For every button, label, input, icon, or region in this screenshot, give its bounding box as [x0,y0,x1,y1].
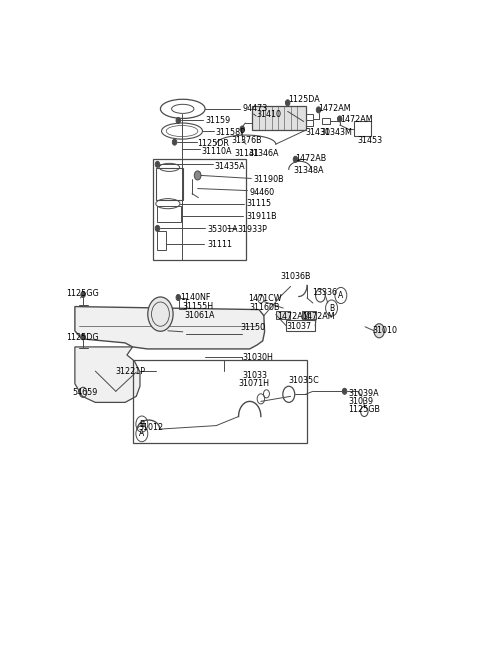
Text: 31030H: 31030H [242,352,273,362]
Bar [306,114,312,126]
Text: 1472AM: 1472AM [302,312,335,321]
Text: 31430: 31430 [305,128,331,137]
Circle shape [155,225,160,231]
Text: 35301A: 35301A [207,225,238,234]
Text: 1125DG: 1125DG [66,333,99,342]
Circle shape [240,126,244,132]
Text: 31115: 31115 [246,199,271,208]
PathPatch shape [75,347,140,402]
Text: 31160B: 31160B [250,303,280,312]
Text: 31343M: 31343M [321,128,352,137]
Text: 1125DA: 1125DA [288,95,319,104]
Text: 54659: 54659 [72,388,97,397]
Bar [286,320,315,331]
Text: 31012: 31012 [138,423,163,432]
Text: 13336: 13336 [312,288,337,297]
Text: 31010: 31010 [372,326,397,335]
Text: 1472AB: 1472AB [296,154,327,163]
Bar [153,159,246,260]
Bar [252,106,306,130]
Circle shape [148,297,173,331]
Circle shape [172,139,177,145]
Text: 31039: 31039 [348,397,373,406]
Text: 31155H: 31155H [183,301,214,310]
Text: 31348A: 31348A [294,166,324,176]
Text: 31933P: 31933P [238,225,268,234]
Text: 31061A: 31061A [185,311,215,320]
Circle shape [286,100,290,106]
Circle shape [155,161,160,168]
Text: 31035C: 31035C [289,376,320,384]
Bar [354,121,371,136]
Text: 31346A: 31346A [248,149,279,158]
Circle shape [194,171,201,180]
Text: 31033: 31033 [242,371,267,380]
Text: 31435A: 31435A [215,162,245,171]
Text: A: A [139,429,144,438]
Text: 1472AM: 1472AM [340,115,372,124]
Circle shape [176,117,180,124]
Bar [156,168,183,200]
Text: 31410: 31410 [256,110,281,119]
Bar [322,118,330,124]
Bar [179,298,186,309]
Circle shape [342,388,347,394]
Text: 31911B: 31911B [246,212,276,221]
Text: 1471CW: 1471CW [248,294,282,303]
Bar [302,310,316,319]
Circle shape [374,324,384,338]
Text: 31453: 31453 [358,136,383,145]
Text: 31071H: 31071H [239,379,270,388]
Text: 31221P: 31221P [115,367,145,375]
Text: 1472AM: 1472AM [277,312,310,321]
Text: 31111: 31111 [207,240,232,248]
Circle shape [176,295,180,301]
Bar [132,360,307,443]
Circle shape [293,157,298,162]
Circle shape [316,107,321,113]
Text: 94460: 94460 [250,187,275,196]
Text: 1140NF: 1140NF [180,293,210,302]
Text: 31037: 31037 [287,322,312,331]
Text: 31141: 31141 [235,149,260,158]
Text: 1125GG: 1125GG [66,290,99,299]
Text: 31039A: 31039A [348,389,379,398]
Text: 31158P: 31158P [216,128,245,137]
Text: B: B [329,303,334,312]
Text: 31110A: 31110A [202,147,232,156]
Text: B: B [139,420,144,428]
Text: 1125GB: 1125GB [348,405,380,415]
Bar [156,206,181,222]
Text: 94473: 94473 [242,104,267,113]
Text: A: A [338,291,344,300]
Circle shape [337,116,342,122]
Bar [157,231,166,250]
Circle shape [81,291,85,297]
Text: 31376B: 31376B [231,136,262,145]
Text: 1472AM: 1472AM [319,104,351,113]
Text: 31150: 31150 [240,324,265,332]
Text: 31036B: 31036B [281,272,311,281]
Text: 1125DR: 1125DR [198,139,229,147]
Text: 31159: 31159 [205,117,230,126]
PathPatch shape [75,307,264,349]
Bar [276,310,290,319]
Text: 31190B: 31190B [253,175,284,184]
Circle shape [81,334,85,340]
